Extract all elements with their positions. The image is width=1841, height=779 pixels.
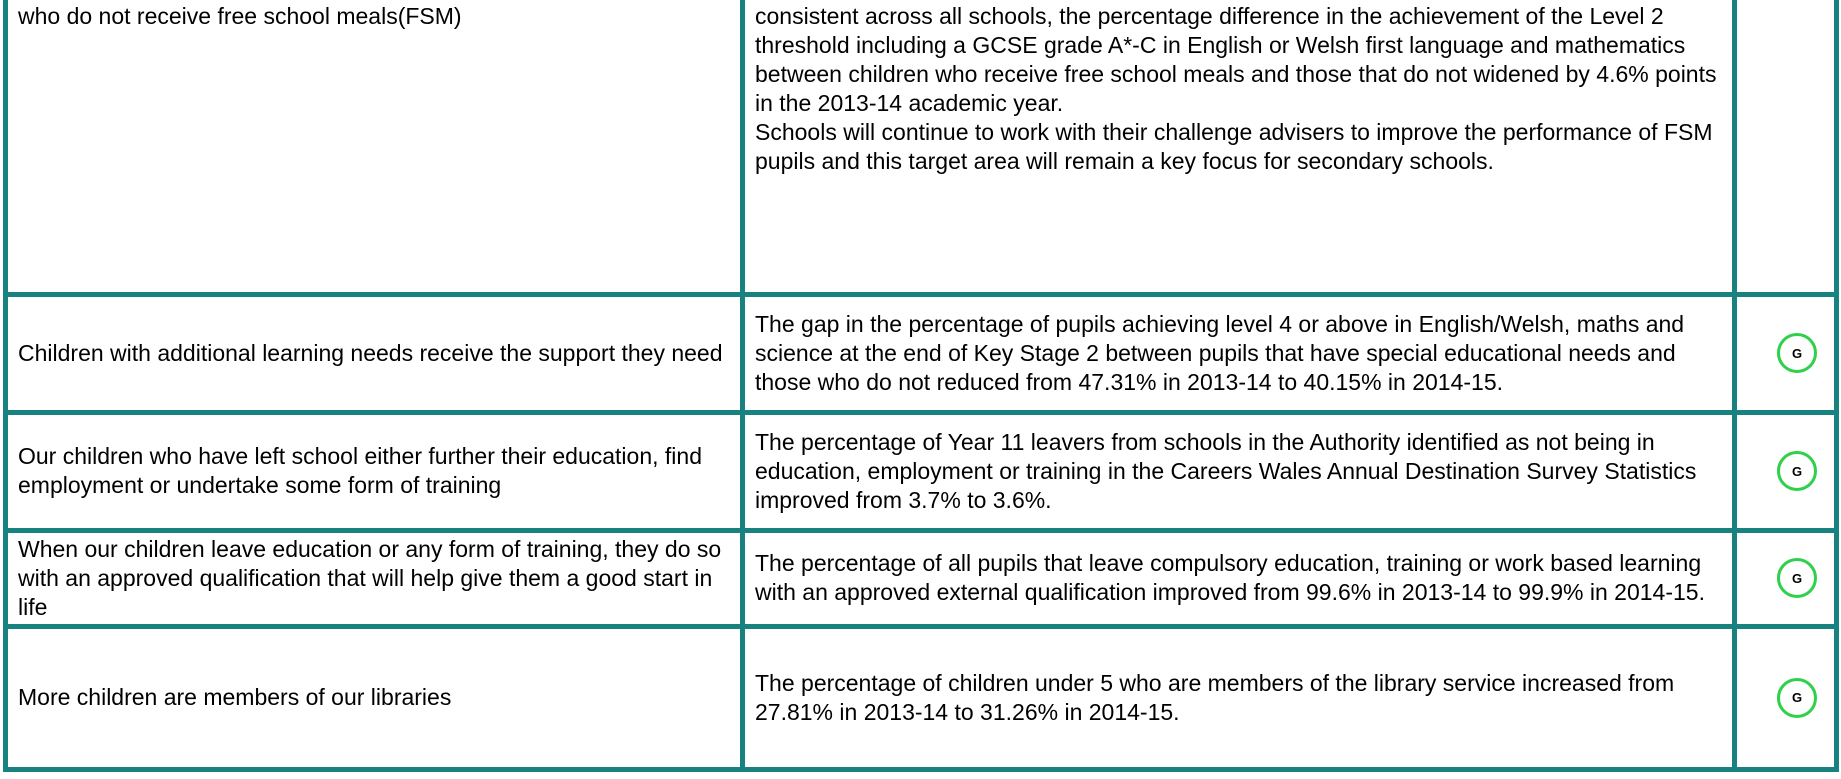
performance-table: who do not receive free school meals(FSM…: [3, 0, 1839, 772]
progress-text: The percentage of all pupils that leave …: [755, 550, 1705, 605]
table-body: who do not receive free school meals(FSM…: [3, 0, 1839, 772]
rating-cell: G: [1732, 291, 1839, 415]
rating-cell: G: [1732, 623, 1839, 772]
progress-cell: The percentage of children under 5 who a…: [740, 623, 1737, 772]
outcome-cell: Our children who have left school either…: [3, 409, 745, 533]
progress-cell: The gap in the percentage of pupils achi…: [740, 291, 1737, 415]
rating-badge: G: [1777, 558, 1817, 598]
table-row: When our children leave education or any…: [3, 527, 1839, 629]
rating-badge: G: [1777, 333, 1817, 373]
progress-cell: consistent across all schools, the perce…: [740, 0, 1737, 297]
table-row: More children are members of our librari…: [3, 623, 1839, 772]
rating-cell: G: [1732, 527, 1839, 629]
outcome-cell: More children are members of our librari…: [3, 623, 745, 772]
progress-text: consistent across all schools, the perce…: [755, 3, 1717, 116]
outcome-cell: Children with additional learning needs …: [3, 291, 745, 415]
table-row: who do not receive free school meals(FSM…: [3, 0, 1839, 297]
progress-text: Schools will continue to work with their…: [755, 119, 1713, 174]
table-row: Our children who have left school either…: [3, 409, 1839, 533]
table-row: Children with additional learning needs …: [3, 291, 1839, 415]
progress-cell: The percentage of Year 11 leavers from s…: [740, 409, 1737, 533]
progress-text: The gap in the percentage of pupils achi…: [755, 310, 1685, 395]
rating-badge: G: [1777, 451, 1817, 491]
progress-text: The percentage of Year 11 leavers from s…: [755, 428, 1697, 513]
rating-cell: [1732, 0, 1839, 297]
rating-cell: G: [1732, 409, 1839, 533]
progress-cell: The percentage of all pupils that leave …: [740, 527, 1737, 629]
progress-text: The percentage of children under 5 who a…: [755, 669, 1675, 725]
outcome-cell: When our children leave education or any…: [3, 527, 745, 629]
rating-badge: G: [1777, 677, 1817, 718]
outcome-cell: who do not receive free school meals(FSM…: [3, 0, 745, 297]
